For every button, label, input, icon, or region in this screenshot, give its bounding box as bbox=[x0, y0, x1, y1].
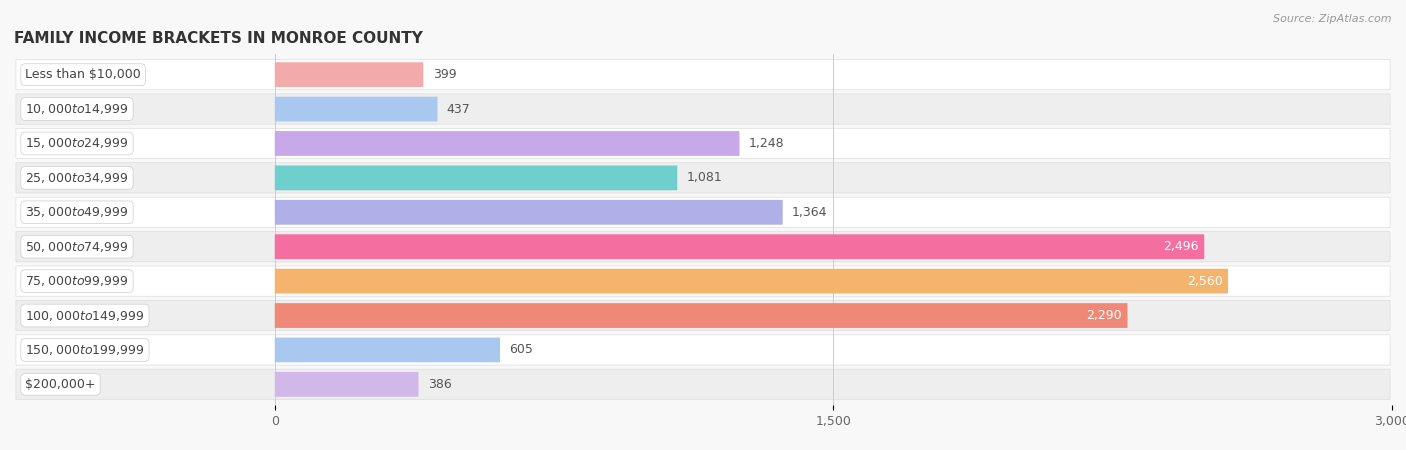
Text: 2,290: 2,290 bbox=[1087, 309, 1122, 322]
Text: 386: 386 bbox=[427, 378, 451, 391]
Text: 399: 399 bbox=[433, 68, 457, 81]
FancyBboxPatch shape bbox=[15, 94, 1391, 124]
Text: $200,000+: $200,000+ bbox=[25, 378, 96, 391]
FancyBboxPatch shape bbox=[15, 369, 1391, 400]
FancyBboxPatch shape bbox=[274, 303, 1128, 328]
Text: 1,081: 1,081 bbox=[686, 171, 723, 184]
FancyBboxPatch shape bbox=[274, 62, 423, 87]
Text: FAMILY INCOME BRACKETS IN MONROE COUNTY: FAMILY INCOME BRACKETS IN MONROE COUNTY bbox=[14, 31, 423, 46]
FancyBboxPatch shape bbox=[274, 372, 419, 397]
FancyBboxPatch shape bbox=[274, 97, 437, 122]
Text: 437: 437 bbox=[447, 103, 471, 116]
Text: $10,000 to $14,999: $10,000 to $14,999 bbox=[25, 102, 129, 116]
Text: $150,000 to $199,999: $150,000 to $199,999 bbox=[25, 343, 145, 357]
Text: $50,000 to $74,999: $50,000 to $74,999 bbox=[25, 240, 129, 254]
Text: $75,000 to $99,999: $75,000 to $99,999 bbox=[25, 274, 129, 288]
FancyBboxPatch shape bbox=[15, 163, 1391, 193]
Text: $25,000 to $34,999: $25,000 to $34,999 bbox=[25, 171, 129, 185]
Text: Source: ZipAtlas.com: Source: ZipAtlas.com bbox=[1274, 14, 1392, 23]
Text: $15,000 to $24,999: $15,000 to $24,999 bbox=[25, 136, 129, 150]
FancyBboxPatch shape bbox=[15, 266, 1391, 296]
FancyBboxPatch shape bbox=[274, 200, 783, 225]
FancyBboxPatch shape bbox=[15, 335, 1391, 365]
Text: 2,560: 2,560 bbox=[1187, 274, 1222, 288]
FancyBboxPatch shape bbox=[274, 131, 740, 156]
FancyBboxPatch shape bbox=[274, 234, 1205, 259]
Text: 605: 605 bbox=[509, 343, 533, 356]
FancyBboxPatch shape bbox=[15, 232, 1391, 262]
Text: 2,496: 2,496 bbox=[1163, 240, 1199, 253]
Text: $35,000 to $49,999: $35,000 to $49,999 bbox=[25, 205, 129, 219]
Text: 1,248: 1,248 bbox=[749, 137, 785, 150]
FancyBboxPatch shape bbox=[274, 166, 678, 190]
FancyBboxPatch shape bbox=[15, 59, 1391, 90]
FancyBboxPatch shape bbox=[15, 197, 1391, 227]
FancyBboxPatch shape bbox=[274, 338, 501, 362]
FancyBboxPatch shape bbox=[274, 269, 1227, 293]
Text: 1,364: 1,364 bbox=[792, 206, 828, 219]
FancyBboxPatch shape bbox=[15, 301, 1391, 331]
FancyBboxPatch shape bbox=[15, 128, 1391, 158]
Text: $100,000 to $149,999: $100,000 to $149,999 bbox=[25, 309, 145, 323]
Text: Less than $10,000: Less than $10,000 bbox=[25, 68, 141, 81]
